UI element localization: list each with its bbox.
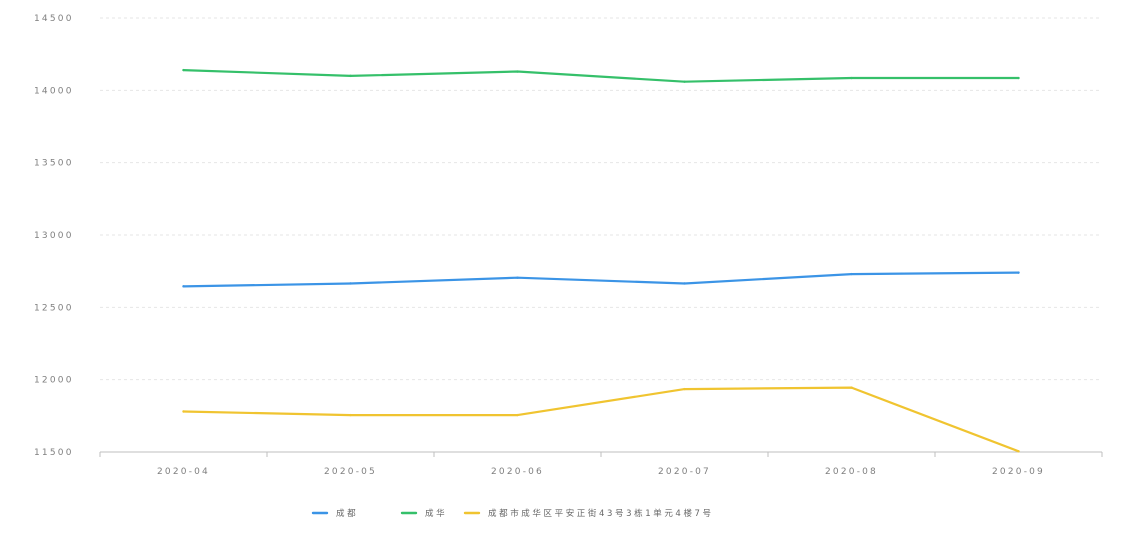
data-point [182,410,185,413]
data-point [516,413,519,417]
y-tick-label: 14000 [34,86,74,96]
x-axis-ticks: 2020-04 2020-05 2020-06 2020-07 2020-08 2020-… [99,452,1103,477]
legend-item-1[interactable]: 成都 [311,508,358,519]
data-point [182,285,185,288]
data-point [1017,450,1020,453]
series-lines [182,68,1020,453]
data-point [683,387,686,391]
data-point [850,272,853,276]
series-line-1[interactable] [182,271,1020,288]
legend-label: 成华 [425,508,447,519]
x-tick-label: 2020-09 [992,467,1045,477]
data-point [1017,271,1020,274]
series-line-3[interactable] [182,386,1020,453]
grid-lines [100,17,1102,381]
legend-item-2[interactable]: 成华 [400,508,447,519]
x-tick-label: 2020-06 [491,467,544,477]
legend[interactable]: 成都 成华 成都市成华区平安正街43号3栋1单元4楼7号 [311,508,714,519]
data-point [1017,76,1020,80]
data-point [349,282,352,285]
y-tick-label: 14500 [34,14,74,24]
x-tick-label: 2020-05 [324,467,377,477]
series-line-2[interactable] [182,68,1020,83]
x-tick-label: 2020-07 [658,467,711,477]
y-axis-ticks: 11500 12000 12500 13000 13500 14000 14500 [34,14,74,458]
legend-label: 成都 [336,508,358,519]
data-point [182,68,185,72]
data-point [516,70,519,73]
y-tick-label: 13500 [34,159,74,169]
y-tick-label: 12500 [34,303,74,313]
data-point [516,276,519,279]
legend-label: 成都市成华区平安正街43号3栋1单元4楼7号 [488,508,714,519]
x-tick-label: 2020-08 [825,467,878,477]
data-point [683,80,686,83]
x-tick-label: 2020-04 [157,467,210,477]
y-tick-label: 11500 [34,448,74,458]
data-point [349,74,352,78]
data-point [850,386,853,389]
y-tick-label: 13000 [34,231,74,241]
data-point [683,282,686,285]
y-tick-label: 12000 [34,376,74,386]
data-point [349,413,352,417]
data-point [850,76,853,80]
legend-item-3[interactable]: 成都市成华区平安正街43号3栋1单元4楼7号 [463,508,714,519]
